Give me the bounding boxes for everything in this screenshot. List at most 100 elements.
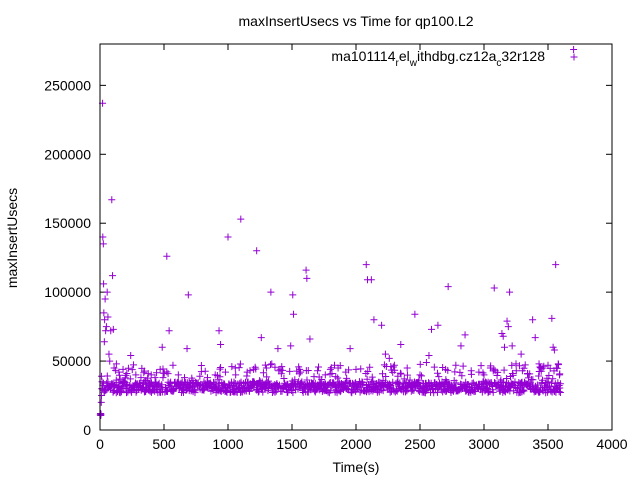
x-tick-label: 2000 [340, 436, 371, 452]
data-point [106, 357, 114, 365]
x-axis-label: Time(s) [333, 459, 380, 475]
data-point [444, 283, 452, 291]
data-point [397, 370, 405, 378]
data-point [215, 327, 223, 335]
data-point [490, 365, 498, 373]
data-point [163, 368, 171, 376]
data-point [286, 367, 294, 375]
data-point [108, 196, 116, 204]
data-point [153, 369, 161, 377]
data-point [112, 360, 120, 368]
data-point [268, 360, 276, 368]
data-point [263, 373, 271, 381]
data-point [403, 371, 411, 379]
data-point [274, 345, 282, 353]
data-point [104, 313, 112, 321]
legend-marker [570, 53, 578, 61]
data-point [217, 364, 225, 372]
data-point [140, 367, 148, 375]
data-point [461, 331, 469, 339]
data-point [352, 365, 360, 373]
y-tick-label: 250000 [44, 77, 91, 93]
data-point [169, 361, 177, 369]
data-point [480, 371, 488, 379]
data-point [378, 321, 386, 329]
data-point [279, 366, 287, 374]
data-point [552, 261, 560, 269]
data-point [458, 372, 466, 380]
data-point [540, 362, 548, 370]
data-point [188, 376, 196, 384]
x-tick-label: 0 [96, 436, 104, 452]
data-point [97, 398, 105, 406]
data-point [280, 374, 288, 382]
data-point [328, 369, 336, 377]
data-point [364, 368, 372, 376]
data-point [303, 376, 311, 384]
data-point [552, 364, 560, 372]
data-point [442, 365, 450, 373]
data-points [96, 46, 578, 420]
data-point [147, 371, 155, 379]
data-point [103, 288, 111, 296]
data-point [500, 343, 508, 351]
data-point [366, 363, 374, 371]
data-point [195, 382, 203, 390]
data-point [379, 387, 387, 395]
data-point [524, 374, 532, 382]
data-point [104, 378, 112, 386]
data-point [103, 372, 111, 380]
data-point [508, 342, 516, 350]
data-point [289, 291, 297, 299]
data-point [459, 362, 467, 370]
data-point [98, 385, 106, 393]
data-point [137, 374, 145, 382]
data-point [250, 365, 258, 373]
data-point [164, 370, 172, 378]
legend-marker-glyph [570, 53, 578, 61]
data-point [228, 363, 236, 371]
data-point [543, 379, 551, 387]
data-point [115, 368, 123, 376]
data-point [100, 338, 108, 346]
data-point [132, 371, 140, 379]
data-point [529, 376, 537, 384]
data-point [334, 374, 342, 382]
data-point [428, 325, 436, 333]
data-point [531, 334, 539, 342]
data-point [512, 360, 520, 368]
data-point [304, 367, 312, 375]
data-point [499, 332, 507, 340]
data-point [506, 288, 514, 296]
data-point [425, 352, 433, 360]
data-point [290, 310, 298, 318]
chart-title: maxInsertUsecs vs Time for qp100.L2 [239, 13, 474, 29]
data-point [277, 370, 285, 378]
data-point [529, 316, 537, 324]
data-point [314, 367, 322, 375]
data-point [509, 371, 517, 379]
data-point [257, 334, 265, 342]
data-point [346, 345, 354, 353]
data-point [430, 363, 438, 371]
data-point [489, 388, 497, 396]
y-tick-label: 100000 [44, 284, 91, 300]
data-point [184, 291, 192, 299]
data-point [140, 369, 148, 377]
data-point [236, 360, 244, 368]
data-point [544, 378, 552, 386]
data-point [503, 317, 511, 325]
data-point [275, 382, 283, 390]
data-point [556, 371, 564, 379]
data-point [211, 371, 219, 379]
data-point [321, 371, 329, 379]
data-point [306, 335, 314, 343]
data-point [545, 371, 553, 379]
data-point [418, 372, 426, 380]
data-point [183, 345, 191, 353]
legend: ma101114relwithdbg.cz12ac32r128 [331, 48, 578, 69]
y-tick-label: 200000 [44, 146, 91, 162]
data-point [302, 266, 310, 274]
data-point [539, 364, 547, 372]
data-point [127, 352, 135, 360]
